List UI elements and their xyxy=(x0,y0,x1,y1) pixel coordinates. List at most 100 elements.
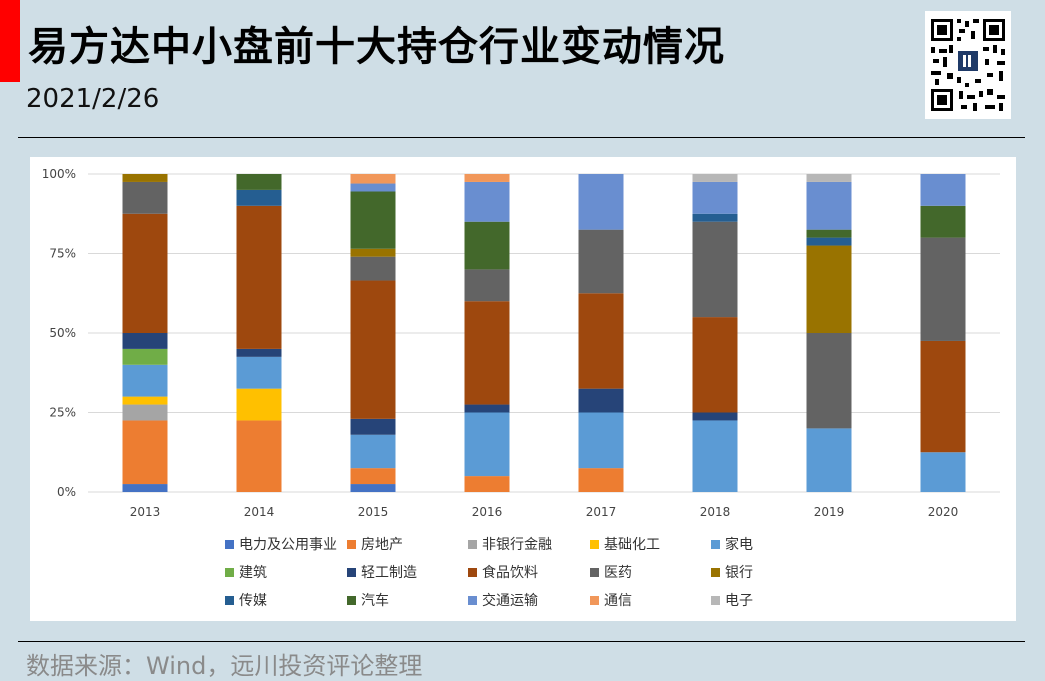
bar-segment xyxy=(578,388,624,413)
legend-label: 汽车 xyxy=(361,593,389,609)
bar-segment xyxy=(464,221,510,270)
x-tick-label: 2015 xyxy=(358,505,389,519)
legend-swatch xyxy=(347,567,356,577)
legend-item: 银行 xyxy=(711,562,753,582)
legend-item: 电力及公用事业 xyxy=(225,534,337,554)
bar-segment xyxy=(350,280,396,419)
bar-segment xyxy=(920,205,966,238)
bar-segment xyxy=(692,181,738,214)
legend-label: 交通运输 xyxy=(482,593,538,609)
bar-segment xyxy=(692,412,738,421)
bar-segment xyxy=(464,404,510,413)
legend-item: 基础化工 xyxy=(590,534,660,554)
bar-segment xyxy=(806,428,852,492)
bar-segment xyxy=(350,468,396,485)
x-tick-label: 2014 xyxy=(244,505,275,519)
legend-item: 轻工制造 xyxy=(347,562,417,582)
legend-swatch xyxy=(468,567,477,577)
x-tick-label: 2020 xyxy=(928,505,959,519)
bar-segment xyxy=(122,213,168,333)
bar-segment xyxy=(920,237,966,341)
y-tick-label: 100% xyxy=(42,167,76,181)
footer-divider xyxy=(18,641,1025,642)
bar-segment xyxy=(350,434,396,469)
bar-segment xyxy=(122,348,168,365)
bar-segment xyxy=(122,364,168,397)
bar-segment xyxy=(350,484,396,492)
page-title: 易方达中小盘前十大持仓行业变动情况 xyxy=(28,24,725,70)
bar-segment xyxy=(464,174,510,182)
bar-segment xyxy=(350,174,396,184)
y-tick-label: 50% xyxy=(49,326,76,340)
legend-item: 医药 xyxy=(590,562,632,582)
accent-bar xyxy=(0,0,20,82)
legend-item: 房地产 xyxy=(347,534,403,554)
x-tick-label: 2018 xyxy=(700,505,731,519)
bar-segment xyxy=(692,213,738,222)
y-tick-label: 25% xyxy=(49,406,76,420)
stacked-bar-chart: 0% 25% 50% 75% 100% 2013 2014 2015 2016 2017 2018 2… xyxy=(42,167,1000,519)
bar-segment xyxy=(350,256,396,281)
legend-swatch xyxy=(711,567,720,577)
legend-item: 食品饮料 xyxy=(468,562,538,582)
bar-segment xyxy=(464,412,510,477)
qr-code-icon xyxy=(925,11,1011,119)
legend-swatch xyxy=(468,539,477,549)
bar-segment xyxy=(350,418,396,435)
legend-label: 银行 xyxy=(725,565,753,581)
bar-segment xyxy=(692,221,738,318)
bar-segment xyxy=(920,174,966,206)
legend-label: 医药 xyxy=(604,565,632,581)
legend-item: 电子 xyxy=(711,590,753,610)
bar-segment xyxy=(236,348,282,357)
legend-swatch xyxy=(468,595,477,605)
x-tick-label: 2013 xyxy=(130,505,161,519)
x-tick-label: 2016 xyxy=(472,505,503,519)
bar-segment xyxy=(920,340,966,453)
bar-segment xyxy=(350,183,396,192)
header-divider xyxy=(18,137,1025,138)
bar-segment xyxy=(122,404,168,421)
legend-label: 传媒 xyxy=(239,593,267,609)
legend-label: 通信 xyxy=(604,593,632,609)
legend-item: 汽车 xyxy=(347,590,389,610)
bar-segment xyxy=(122,420,168,485)
y-tick-label: 75% xyxy=(49,247,76,261)
bar-segment xyxy=(692,174,738,182)
chart-panel: 0% 25% 50% 75% 100% 2013 2014 2015 2016 2017 2018 2… xyxy=(30,157,1016,621)
bar-segment xyxy=(806,237,852,246)
bar-segment xyxy=(806,174,852,182)
bar-segment xyxy=(464,301,510,405)
legend-item: 建筑 xyxy=(225,562,267,582)
bar-segment xyxy=(920,452,966,492)
bar-segment xyxy=(464,269,510,302)
x-tick-label: 2017 xyxy=(586,505,617,519)
legend-swatch xyxy=(590,595,599,605)
bar-segment xyxy=(692,317,738,413)
bar-segment xyxy=(236,356,282,389)
bar-segment xyxy=(122,484,168,492)
legend-label: 家电 xyxy=(725,537,753,553)
legend-item: 传媒 xyxy=(225,590,267,610)
bar-segment xyxy=(806,245,852,333)
bar-segment xyxy=(122,396,168,405)
bar-segment xyxy=(692,420,738,492)
bar-segment xyxy=(578,174,624,230)
bar-segment xyxy=(236,205,282,349)
legend-item: 通信 xyxy=(590,590,632,610)
legend-swatch xyxy=(225,539,234,549)
legend-swatch xyxy=(590,539,599,549)
bar-segment xyxy=(350,248,396,257)
bar-segment xyxy=(236,388,282,421)
legend-label: 基础化工 xyxy=(604,537,660,553)
bar-segment xyxy=(122,333,168,349)
bar-segment xyxy=(806,229,852,238)
page-date: 2021/2/26 xyxy=(26,84,160,114)
legend-swatch xyxy=(225,595,234,605)
bar-segment xyxy=(464,181,510,222)
bar-segment xyxy=(578,229,624,294)
legend-label: 电子 xyxy=(725,593,753,609)
legend-label: 房地产 xyxy=(361,537,403,553)
legend-swatch xyxy=(711,595,720,605)
data-source: 数据来源：Wind，远川投资评论整理 xyxy=(26,652,423,680)
